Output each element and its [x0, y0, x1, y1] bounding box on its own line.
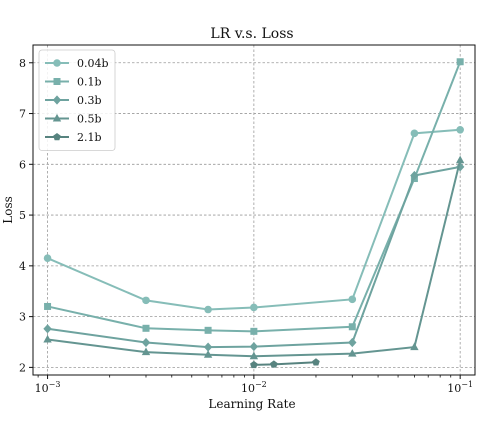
series-line — [253, 361, 317, 366]
series-0-5b — [43, 155, 465, 360]
x-axis-label: Learning Rate — [208, 397, 295, 411]
legend-box — [38, 49, 116, 151]
data-point — [141, 337, 151, 348]
data-point — [456, 58, 464, 66]
legend-item: 2.1b — [45, 131, 102, 144]
legend-marker — [53, 133, 61, 141]
data-point — [250, 303, 258, 312]
data-point — [348, 337, 357, 348]
y-tick-label: 4 — [19, 260, 26, 273]
series-0-3b — [43, 162, 465, 352]
data-point — [203, 350, 213, 358]
x-tick-label: 10−2 — [241, 380, 267, 395]
data-point — [44, 302, 52, 310]
data-point — [250, 360, 258, 369]
legend-label: 0.1b — [77, 76, 102, 89]
data-point — [348, 349, 357, 357]
legend-marker — [53, 78, 61, 85]
data-point — [312, 358, 320, 366]
y-tick-label: 8 — [19, 57, 26, 70]
y-axis-label: Loss — [1, 196, 15, 224]
legend: 0.04b 0.1b 0.3b 0.5b 2.1b — [38, 49, 116, 151]
legend-label: 2.1b — [77, 131, 102, 144]
axis-layer: 2 3 4 5 6 7 8 10−3 10−2 10−1 — [19, 57, 473, 395]
y-tick-label: 7 — [19, 108, 26, 121]
legend-marker — [52, 95, 62, 105]
legend-marker — [53, 59, 61, 67]
data-point — [249, 351, 259, 360]
series-0-04b — [43, 125, 464, 314]
legend-item: 0.3b — [45, 94, 102, 107]
data-point — [204, 326, 212, 334]
data-point — [348, 295, 357, 304]
legend-label: 0.3b — [77, 94, 102, 107]
legend-item: 0.1b — [45, 76, 102, 89]
data-point — [270, 360, 278, 368]
y-tick-label: 5 — [19, 209, 26, 222]
y-tick-label: 3 — [19, 311, 26, 324]
data-point — [456, 125, 464, 134]
legend-label: 0.5b — [77, 113, 102, 126]
legend-label: 0.04b — [77, 57, 109, 70]
data-point — [410, 170, 419, 181]
x-tick-label: 10−1 — [447, 380, 473, 395]
data-point — [410, 342, 419, 351]
data-point — [142, 296, 150, 305]
data-point — [43, 324, 52, 334]
data-point — [204, 305, 212, 314]
x-tick-label: 10−3 — [35, 380, 61, 395]
series-2-1b — [250, 358, 320, 369]
y-tick-label: 6 — [19, 158, 26, 171]
data-point — [142, 324, 150, 332]
data-point — [348, 323, 356, 331]
data-point — [249, 341, 259, 352]
data-point — [43, 254, 52, 263]
data-point — [410, 129, 419, 138]
data-point — [455, 155, 465, 164]
series-layer — [43, 58, 465, 369]
chart-title: LR v.s. Loss — [210, 26, 293, 42]
legend-marker — [52, 113, 62, 122]
data-point — [141, 347, 151, 356]
legend-item: 0.04b — [45, 57, 109, 70]
data-point — [43, 334, 52, 343]
legend-item: 0.5b — [45, 113, 102, 126]
data-point — [203, 342, 213, 352]
y-tick-label: 2 — [19, 361, 26, 374]
data-point — [250, 327, 258, 335]
